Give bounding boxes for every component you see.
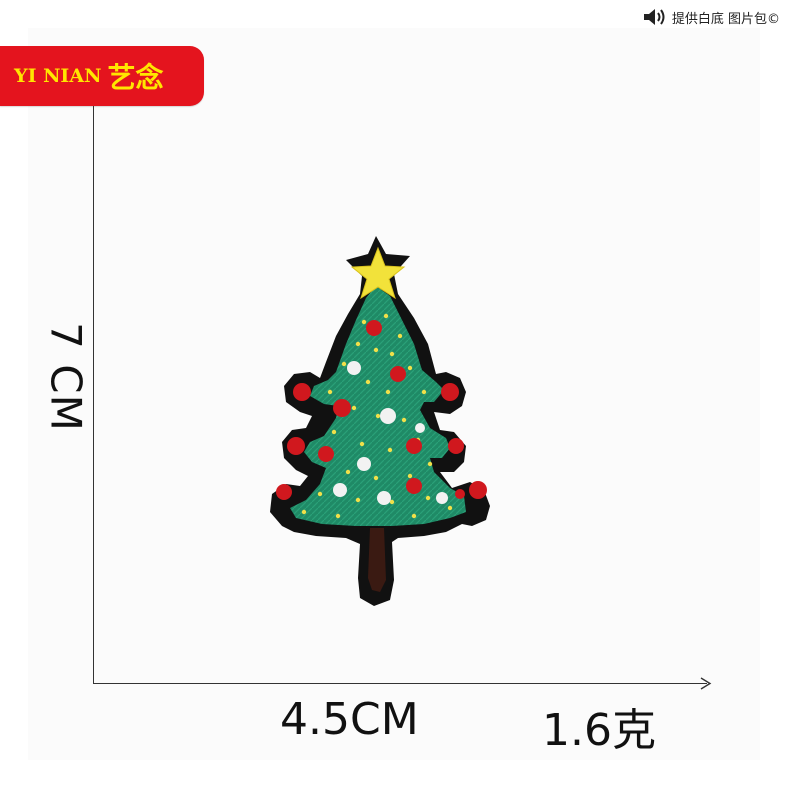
christmas-tree-patch-icon (270, 236, 490, 606)
weight-label: 1.6克 (542, 705, 656, 756)
speaker-icon (643, 9, 665, 25)
height-axis-line (93, 106, 94, 684)
tree-star (350, 246, 406, 300)
brand-latin-name: YI NIAN (14, 65, 102, 87)
tree-body (290, 286, 466, 526)
height-label: 7 CM (41, 322, 91, 432)
width-axis-line (93, 683, 707, 684)
red-ornaments (276, 320, 487, 500)
brand-badge: YI NIAN 艺念 (0, 46, 204, 106)
width-label: 4.5CM (280, 694, 419, 745)
watermark: 提供白底 图片包© (642, 6, 780, 28)
arrow-right-icon (700, 677, 712, 690)
brand-chinese-name: 艺念 (107, 61, 164, 94)
white-ornaments (333, 361, 448, 505)
watermark-text: 提供白底 图片包© (671, 11, 780, 27)
tree-trunk (368, 528, 386, 592)
